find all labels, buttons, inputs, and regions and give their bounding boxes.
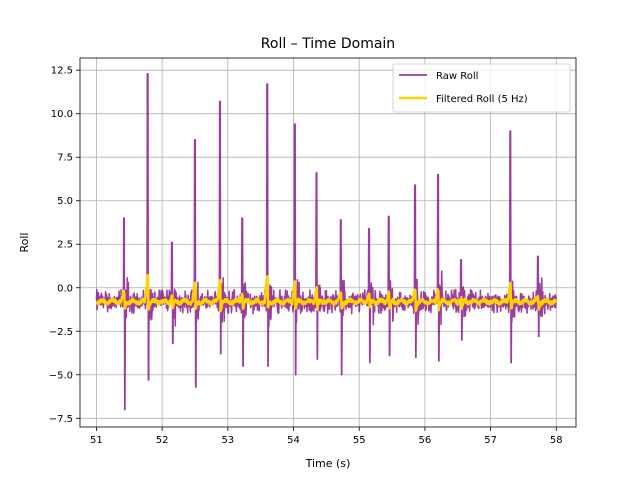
x-tick-label: 54 (287, 435, 300, 446)
y-tick-label: 5.0 (57, 196, 73, 207)
x-grid (96, 58, 557, 427)
x-tick-label: 52 (156, 435, 169, 446)
x-axis-label: Time (s) (305, 457, 351, 470)
x-tick-label: 51 (90, 435, 103, 446)
y-tick-label: 0.0 (57, 283, 73, 294)
y-tick-label: 10.0 (51, 109, 73, 120)
chart-title: Roll – Time Domain (261, 36, 395, 52)
x-tick-label: 55 (353, 435, 366, 446)
plot-area-frame (79, 57, 577, 428)
x-tick-label: 57 (484, 435, 497, 446)
y-tick-label: −5.0 (49, 370, 73, 381)
y-grid (80, 69, 576, 419)
legend-label-raw-roll: Raw Roll (436, 71, 478, 82)
x-tick-label: 53 (221, 435, 234, 446)
y-tick-label: 2.5 (57, 240, 73, 251)
y-tick-label: −7.5 (49, 414, 73, 425)
legend-box (392, 63, 571, 113)
x-axis-ticks: 51 52 53 54 55 56 57 58 (90, 427, 563, 446)
series-filtered-roll-line (95, 273, 558, 313)
series-raw-roll-line (95, 72, 558, 411)
x-tick-label: 56 (419, 435, 432, 446)
x-tick-label: 58 (550, 435, 563, 446)
legend-label-filtered-roll: Filtered Roll (5 Hz) (436, 94, 528, 105)
y-tick-label: −2.5 (49, 327, 73, 338)
plot-series (95, 72, 558, 411)
y-axis-label: Roll (18, 233, 31, 253)
y-tick-label: 12.5 (51, 66, 73, 77)
y-axis-ticks: −7.5 −5.0 −2.5 0.0 2.5 5.0 7.5 10.0 12.5 (49, 66, 80, 425)
legend: Raw Roll Filtered Roll (5 Hz) (392, 63, 571, 113)
y-tick-label: 7.5 (57, 153, 73, 164)
